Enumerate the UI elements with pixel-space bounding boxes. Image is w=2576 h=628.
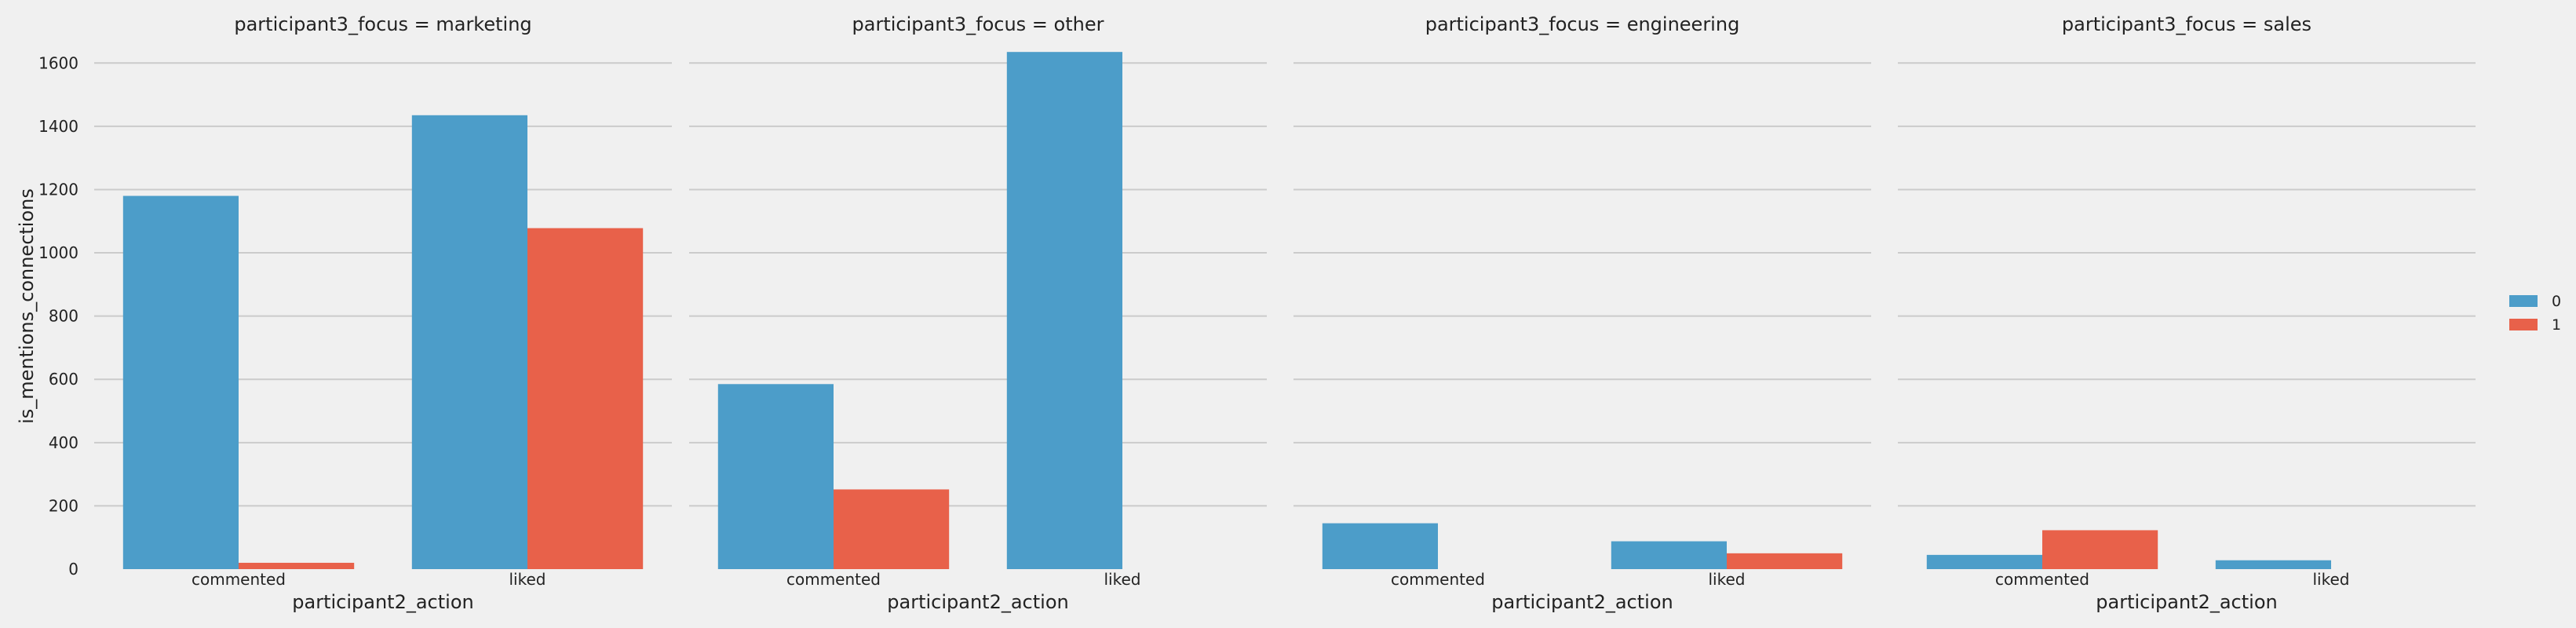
- bar: [122, 195, 239, 569]
- x-axis-label: participant2_action: [2096, 591, 2277, 613]
- x-tick-label: commented: [786, 570, 881, 589]
- bar: [1322, 523, 1438, 569]
- legend-label: 0: [2552, 293, 2561, 310]
- facets-group: participant3_focus = marketing commented l…: [38, 13, 2476, 613]
- facet-panel: participant3_focus = engineering commente…: [1293, 13, 1871, 613]
- legend: 01: [2509, 293, 2561, 334]
- x-tick-label: commented: [1391, 570, 1485, 589]
- bar: [527, 228, 644, 569]
- bar: [1926, 554, 2042, 569]
- bar: [239, 562, 355, 569]
- bar: [1611, 541, 1727, 569]
- bar: [2042, 530, 2158, 569]
- bar: [1727, 553, 1843, 569]
- y-tick-label: 1000: [38, 243, 78, 262]
- x-tick-label: liked: [2313, 570, 2350, 589]
- bar: [834, 489, 950, 569]
- legend-swatch: [2509, 319, 2538, 330]
- facet-panel: participant3_focus = sales commented liked…: [1898, 13, 2476, 613]
- x-tick-label: liked: [1104, 570, 1141, 589]
- y-tick-label: 1400: [38, 117, 78, 136]
- facet-panel: participant3_focus = other commented liked…: [689, 13, 1267, 613]
- x-tick-label: liked: [509, 570, 546, 589]
- y-tick-label: 200: [49, 496, 78, 515]
- legend-swatch: [2509, 295, 2538, 307]
- facet-title: participant3_focus = marketing: [234, 13, 531, 35]
- bar: [717, 384, 834, 569]
- bar: [2215, 560, 2331, 569]
- y-axis-label: is_mentions_connections: [16, 188, 38, 424]
- y-tick-label: 1200: [38, 180, 78, 199]
- facet-title: participant3_focus = other: [852, 13, 1104, 35]
- x-axis-label: participant2_action: [1491, 591, 1673, 613]
- y-tick-label: 800: [49, 307, 78, 326]
- y-tick-label: 600: [49, 370, 78, 389]
- bar: [411, 115, 527, 569]
- x-axis-label: participant2_action: [292, 591, 473, 613]
- legend-label: 1: [2552, 316, 2561, 334]
- bar: [1006, 52, 1122, 570]
- x-tick-label: commented: [192, 570, 286, 589]
- x-tick-label: liked: [1709, 570, 1746, 589]
- y-tick-label: 400: [49, 433, 78, 452]
- facet-panel: participant3_focus = marketing commented l…: [38, 13, 672, 613]
- y-tick-label: 1600: [38, 53, 78, 72]
- x-axis-label: participant2_action: [887, 591, 1068, 613]
- facet-title: participant3_focus = engineering: [1425, 13, 1740, 35]
- y-tick-label: 0: [68, 560, 78, 579]
- x-tick-label: commented: [1995, 570, 2089, 589]
- facet-title: participant3_focus = sales: [2062, 13, 2311, 35]
